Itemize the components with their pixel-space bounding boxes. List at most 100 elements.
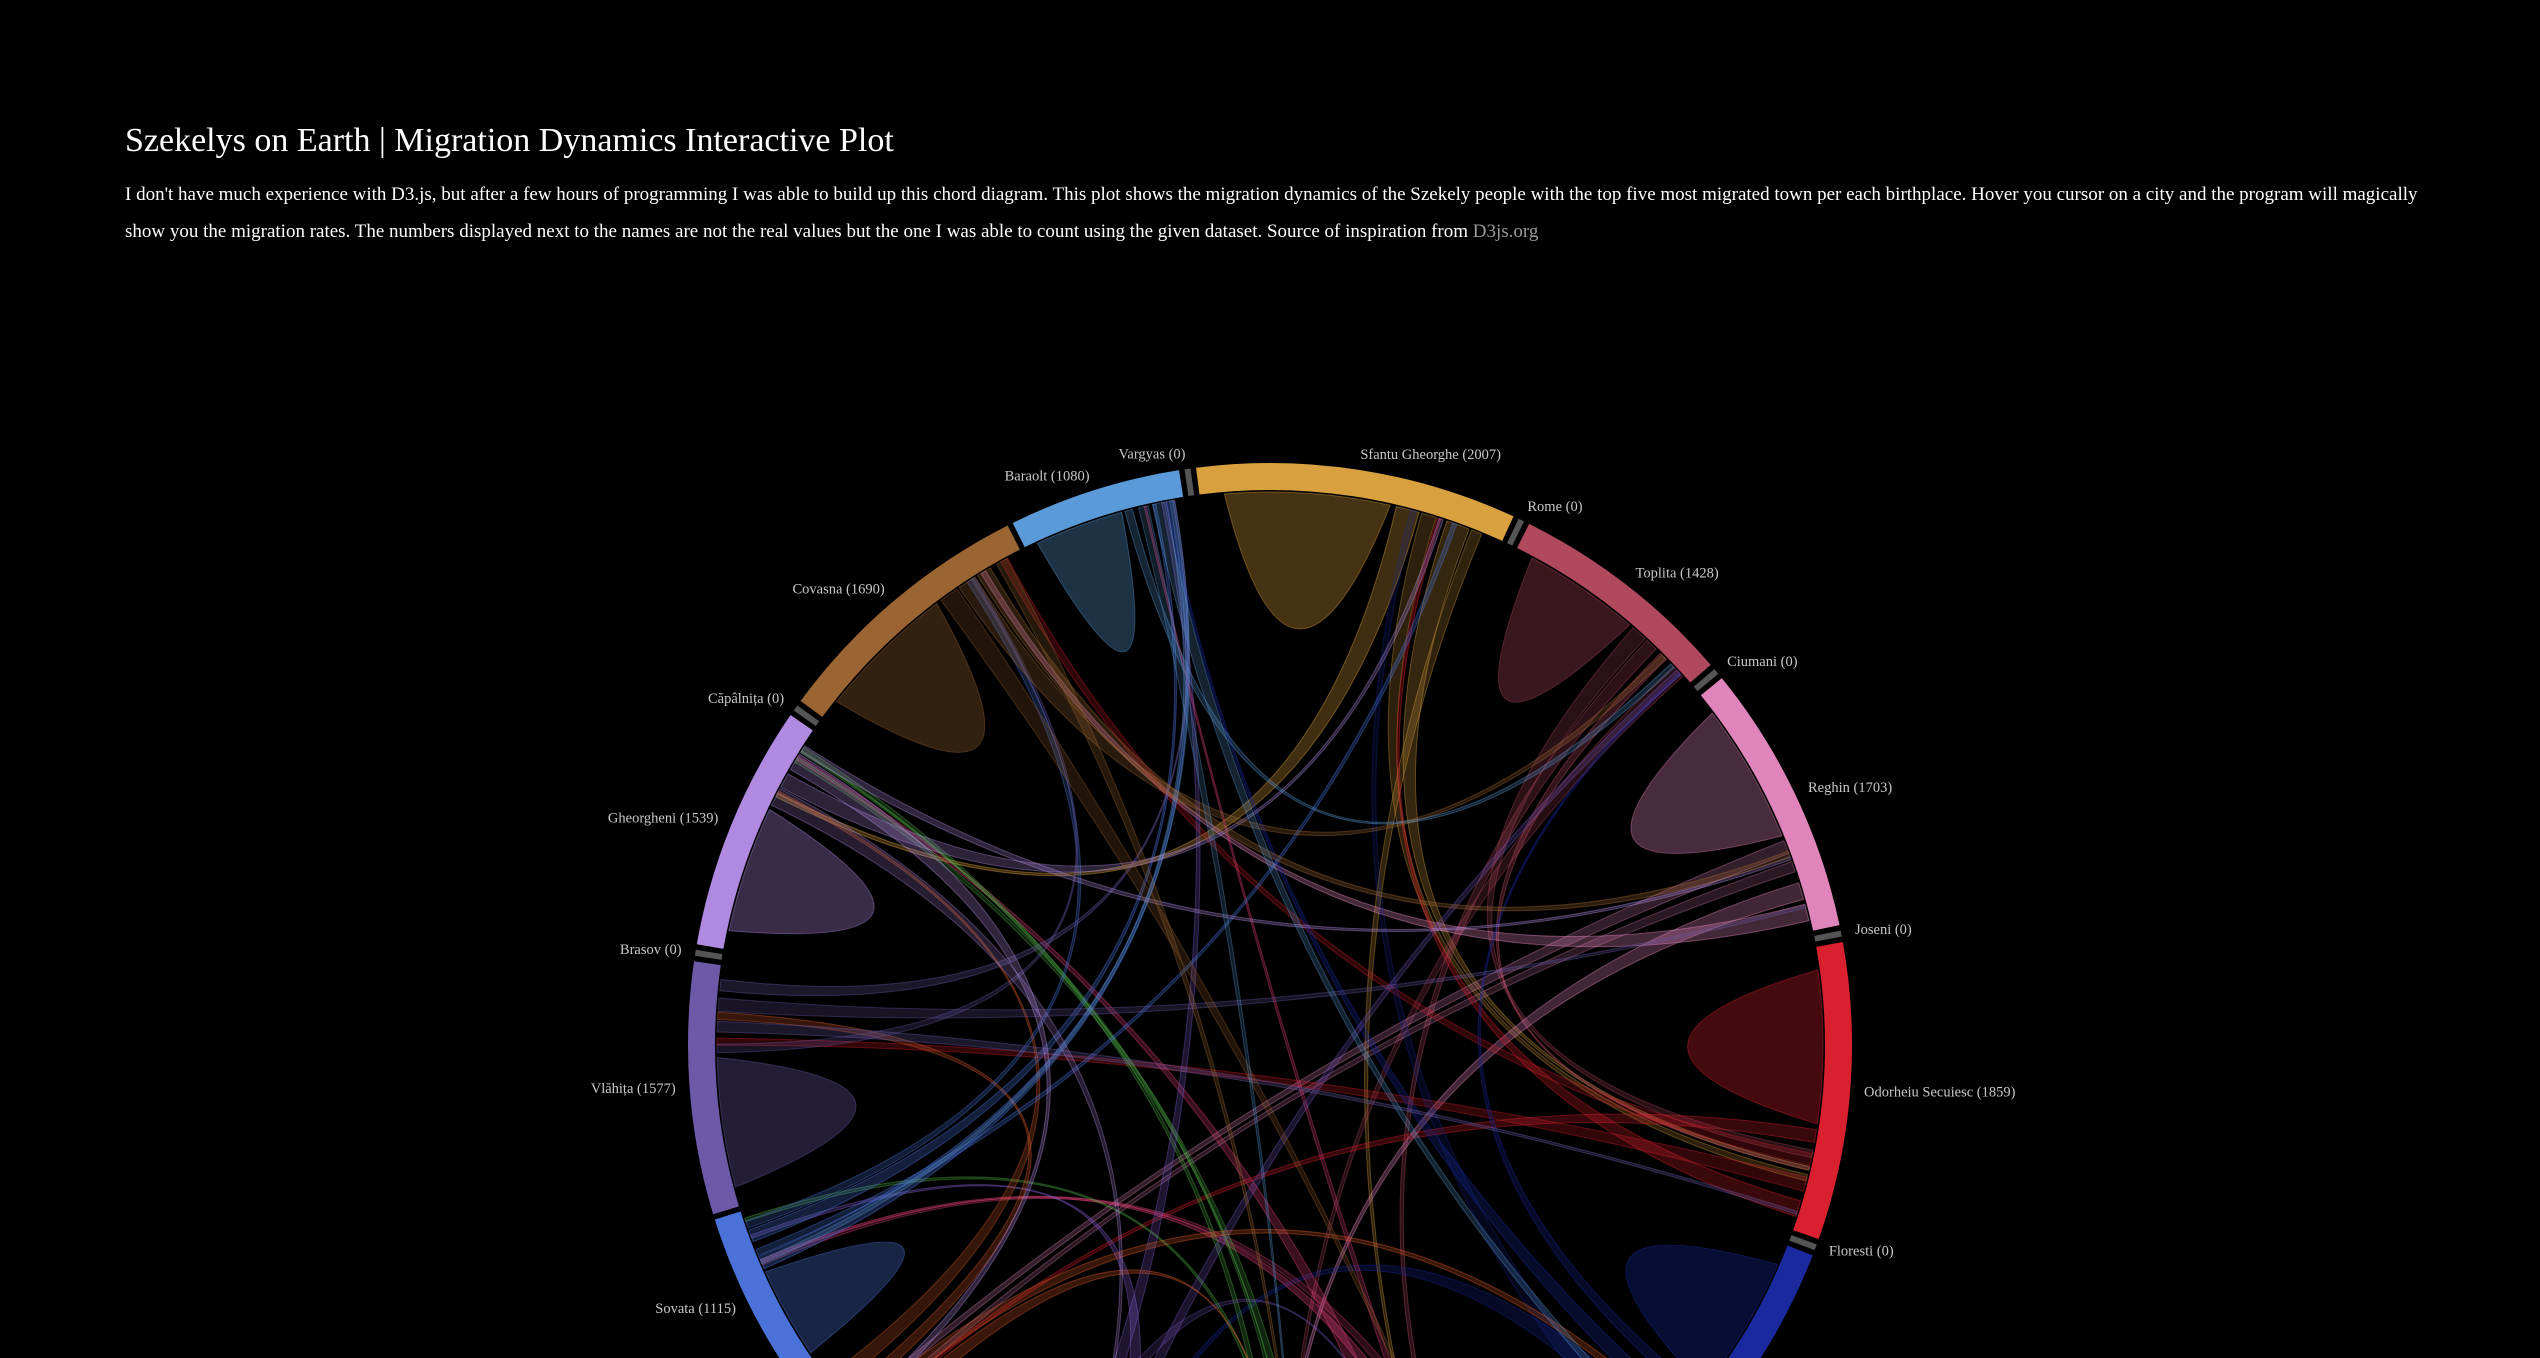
arc-capalnita[interactable] [793, 705, 820, 726]
ribbon-self-gheorgheni[interactable] [728, 808, 875, 935]
label-covasna[interactable]: Covasna (1690) [792, 582, 884, 598]
ribbon-targu-secuiesc-sfantu-gheorghe[interactable] [1371, 509, 1655, 1358]
ribbon-praid-gheorgheni[interactable] [799, 749, 1306, 1358]
ribbon-vlahita-covasna[interactable] [716, 576, 1078, 1054]
ribbon-odorheiu-secuiesc-sfantu-gheorghe[interactable] [1396, 517, 1802, 1218]
label-vargyas[interactable]: Vargyas (0) [1119, 446, 1186, 462]
ribbon-praid-gheorgheni[interactable] [800, 746, 1282, 1358]
arc-floresti[interactable] [1789, 1235, 1817, 1251]
ribbon-baraolt-toplita[interactable] [1124, 508, 1675, 825]
arc-rome[interactable] [1507, 518, 1525, 546]
ribbon-reghin-covasna[interactable] [980, 570, 1810, 948]
label-brasov[interactable]: Brasov (0) [620, 942, 682, 958]
ribbon-gheorgheni-miercurea-ciuc[interactable] [771, 787, 1123, 1358]
arc-vlahita[interactable] [688, 961, 739, 1215]
ribbon-covasna-reghin[interactable] [976, 567, 1791, 912]
arc-joseni[interactable] [1814, 930, 1842, 942]
ribbon-miercurea-ciuc-cristuru-secuiesc[interactable] [1021, 1298, 1448, 1358]
ribbon-praid-sovata[interactable] [744, 1176, 1294, 1358]
ribbon-miercurea-ciuc-baraolt[interactable] [1041, 501, 1201, 1358]
ribbon-sovata-covasna[interactable] [745, 577, 1082, 1229]
arc-brasov[interactable] [694, 949, 723, 960]
ribbon-self-covasna[interactable] [835, 602, 986, 753]
label-gheorgheni[interactable]: Gheorgheni (1539) [608, 811, 719, 827]
ribbon-self-baraolt[interactable] [1036, 511, 1136, 653]
ribbon-self-targu-secuiesc[interactable] [1625, 1244, 1779, 1358]
label-reghin[interactable]: Reghin (1703) [1808, 780, 1892, 796]
ribbon-cristuru-secuiesc-baraolt[interactable] [1143, 505, 1463, 1358]
label-rome[interactable]: Rome (0) [1527, 499, 1582, 515]
ribbon-toplita-cristuru-secuiesc[interactable] [1399, 639, 1657, 1358]
ribbon-toplita-praid[interactable] [1287, 665, 1684, 1358]
ribbon-self-vlahita[interactable] [716, 1056, 857, 1188]
label-vlahita[interactable]: Vlăhița (1577) [591, 1081, 676, 1097]
ribbon-baraolt-sovata[interactable] [759, 499, 1191, 1265]
ribbon-covasna-praid[interactable] [995, 558, 1304, 1358]
ribbon-self-odorheiu-secuiesc[interactable] [1687, 969, 1824, 1125]
ribbon-reghin-sighisoara[interactable] [861, 861, 1796, 1358]
ribbon-miercurea-ciuc-sovata[interactable] [750, 1184, 1141, 1358]
ribbon-reghin-sighisoara[interactable] [852, 840, 1790, 1358]
ribbon-sovata-baraolt[interactable] [748, 503, 1177, 1243]
ribbon-gheorgheni-sfantu-gheorghe[interactable] [780, 517, 1444, 873]
ribbon-vlahita-baraolt[interactable] [719, 499, 1190, 997]
ribbon-baraolt-praid[interactable] [1138, 505, 1302, 1358]
ribbon-sighisoara-vlahita[interactable] [717, 1011, 1032, 1358]
label-joseni[interactable]: Joseni (0) [1855, 922, 1912, 938]
label-floresti[interactable]: Floresti (0) [1829, 1243, 1894, 1259]
arc-targu-secuiesc[interactable] [1636, 1245, 1813, 1358]
label-toplita[interactable]: Toplita (1428) [1636, 566, 1719, 582]
arc-reghin[interactable] [1700, 678, 1840, 931]
ribbon-targu-secuiesc-baraolt[interactable] [1164, 500, 1686, 1358]
label-sfantu-gheorghe[interactable]: Sfantu Gheorghe (2007) [1360, 447, 1501, 463]
ribbon-targu-secuiesc-toplita[interactable] [1477, 672, 1701, 1358]
ribbon-sighisoara-praid[interactable] [867, 1269, 1291, 1358]
label-baraolt[interactable]: Baraolt (1080) [1005, 468, 1090, 484]
ribbon-self-sovata[interactable] [764, 1241, 905, 1354]
ribbon-covasna-cristuru-secuiesc[interactable] [940, 588, 1481, 1358]
ribbon-sfantu-gheorghe-cristuru-secuiesc[interactable] [1364, 529, 1483, 1358]
ribbon-toplita-odorheiu-secuiesc[interactable] [1486, 627, 1814, 1159]
arc-ciumani[interactable] [1693, 669, 1719, 692]
ribbon-sighisoara-gheorgheni[interactable] [776, 790, 1040, 1358]
arc-sfantu-gheorghe[interactable] [1196, 463, 1514, 541]
ribbon-gheorgheni-reghin[interactable] [800, 745, 1792, 932]
ribbon-sighisoara-targu-secuiesc[interactable] [854, 1228, 1678, 1358]
ribbon-praid-gheorgheni[interactable] [794, 756, 1318, 1358]
ribbon-odorheiu-secuiesc-covasna[interactable] [1000, 557, 1813, 1166]
label-odorheiu-secuiesc[interactable]: Odorheiu Secuiesc (1859) [1864, 1085, 2016, 1101]
ribbon-gheorgheni-sighisoara[interactable] [789, 753, 1051, 1358]
ribbon-vlahita-odorheiu-secuiesc[interactable] [716, 1020, 1798, 1215]
label-capalnita[interactable]: Căpâlnița (0) [708, 691, 784, 707]
label-ciumani[interactable]: Ciumani (0) [1727, 654, 1798, 670]
ribbon-sovata-sfantu-gheorghe[interactable] [755, 522, 1458, 1256]
ribbon-reghin-praid[interactable] [1279, 882, 1805, 1358]
ribbon-odorheiu-secuiesc-sighisoara[interactable] [863, 1113, 1818, 1358]
ribbon-sfantu-gheorghe-gheorgheni[interactable] [775, 506, 1420, 877]
ribbon-self-sfantu-gheorghe[interactable] [1223, 491, 1391, 630]
d3js-link[interactable]: D3js.org [1472, 221, 1539, 242]
ribbon-targu-secuiesc-miercurea-ciuc[interactable] [1083, 1264, 1671, 1358]
ribbon-odorheiu-secuiesc-vlahita[interactable] [716, 1037, 1808, 1192]
ribbon-self-reghin[interactable] [1630, 712, 1783, 854]
ribbon-cristuru-secuiesc-sovata[interactable] [759, 1195, 1480, 1358]
ribbon-baraolt-targu-secuiesc[interactable] [1151, 501, 1662, 1358]
arc-sovata[interactable] [714, 1211, 817, 1358]
arc-toplita[interactable] [1517, 523, 1711, 683]
arc-covasna[interactable] [800, 525, 1020, 717]
arc-vargyas[interactable] [1184, 468, 1195, 497]
arc-gheorgheni[interactable] [696, 715, 813, 949]
ribbon-miercurea-ciuc-toplita[interactable] [1064, 669, 1682, 1358]
ribbon-sfantu-gheorghe-odorheiu-secuiesc[interactable] [1402, 520, 1811, 1171]
ribbon-vlahita-reghin[interactable] [717, 904, 1807, 1019]
ribbon-sovata-baraolt[interactable] [758, 500, 1189, 1270]
label-sovata[interactable]: Sovata (1115) [655, 1301, 736, 1317]
arc-baraolt[interactable] [1012, 470, 1184, 548]
ribbon-self-toplita[interactable] [1498, 557, 1631, 703]
ribbon-cristuru-secuiesc-gheorgheni[interactable] [795, 755, 1444, 1358]
arc-odorheiu-secuiesc[interactable] [1793, 942, 1852, 1240]
ribbon-sfantu-gheorghe-odorheiu-secuiesc[interactable] [1387, 512, 1809, 1182]
ribbon-cristuru-secuiesc-sovata[interactable] [760, 1196, 1499, 1358]
ribbon-toplita-odorheiu-secuiesc[interactable] [1495, 652, 1811, 1171]
ribbon-covasna-toplita[interactable] [958, 576, 1667, 836]
